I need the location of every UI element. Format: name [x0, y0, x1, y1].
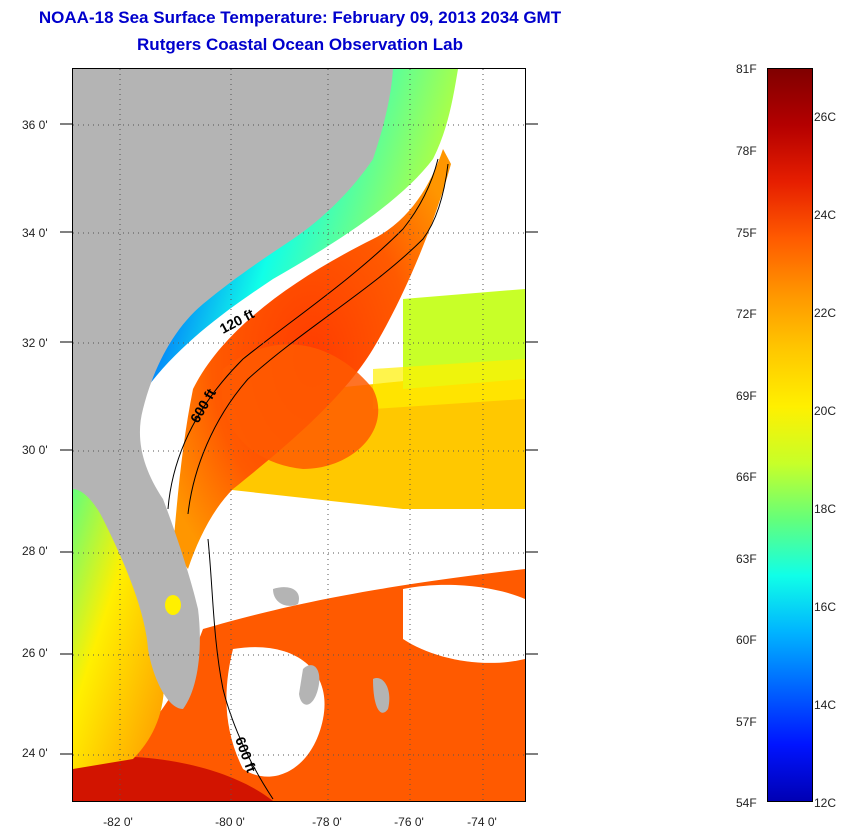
lat-label-24: 24 0': [22, 746, 48, 760]
colorbar-f-54: 54F: [736, 796, 757, 810]
southern-hot-water: [73, 756, 273, 801]
colorbar-c-16: 16C: [814, 600, 837, 614]
colorbar-c-14: 14C: [814, 698, 837, 712]
lat-label-28: 28 0': [22, 544, 48, 558]
colorbar-c-18: 18C: [814, 502, 837, 516]
lat-label-36: 36 0': [22, 118, 48, 132]
lon-label-78: -78 0': [312, 815, 342, 829]
lat-label-26: 26 0': [22, 646, 48, 660]
lon-label-80: -80 0': [215, 815, 245, 829]
colorbar-c-20: 20C: [814, 404, 837, 418]
gulf-stream-eddy: [221, 344, 379, 469]
grid-lines: [73, 69, 525, 801]
colorbar-f-60: 60F: [736, 633, 757, 647]
colorbar-f-75: 75F: [736, 226, 757, 240]
gulf-water: [73, 489, 164, 769]
colorbar-c-26: 26C: [814, 110, 837, 124]
land-bahamas-2: [273, 587, 299, 606]
colorbar-f-78: 78F: [736, 144, 757, 158]
cloud-patch-south: [226, 647, 325, 777]
page-subtitle: Rutgers Coastal Ocean Observation Lab: [137, 35, 463, 54]
sst-map-canvas: 120 ft 600 ft 600 ft: [73, 69, 525, 801]
temperature-colorbar: [767, 68, 813, 802]
lat-label-34: 34 0': [22, 226, 48, 240]
lon-label-74: -74 0': [467, 815, 497, 829]
contour-120ft: [167, 158, 439, 510]
lon-label-82: -82 0': [103, 815, 133, 829]
lat-label-30: 30 0': [22, 443, 48, 457]
offshore-water-yellow: [373, 359, 525, 409]
contour-600ft-south: [207, 538, 274, 800]
colorbar-c-12: 12C: [814, 796, 837, 810]
land-mainland: [73, 69, 393, 709]
lake-okeechobee: [165, 595, 181, 615]
colorbar-f-72: 72F: [736, 307, 757, 321]
lat-label-32: 32 0': [22, 336, 48, 350]
page-title: NOAA-18 Sea Surface Temperature: Februar…: [38, 8, 562, 27]
colorbar-f-57: 57F: [736, 715, 757, 729]
sst-map[interactable]: 120 ft 600 ft 600 ft: [72, 68, 526, 802]
colorbar-c-22: 22C: [814, 306, 837, 320]
lon-label-76: -76 0': [394, 815, 424, 829]
colorbar-f-63: 63F: [736, 552, 757, 566]
land-bahamas-3: [373, 678, 390, 713]
colorbar-f-69: 69F: [736, 389, 757, 403]
land-bahamas-1: [299, 665, 320, 705]
colorbar-c-24: 24C: [814, 208, 837, 222]
colorbar-f-81: 81F: [736, 62, 757, 76]
colorbar-f-66: 66F: [736, 470, 757, 484]
axis-ticks: [60, 123, 538, 755]
cloud-patch-east: [403, 584, 525, 663]
contour-600ft: [187, 163, 449, 515]
